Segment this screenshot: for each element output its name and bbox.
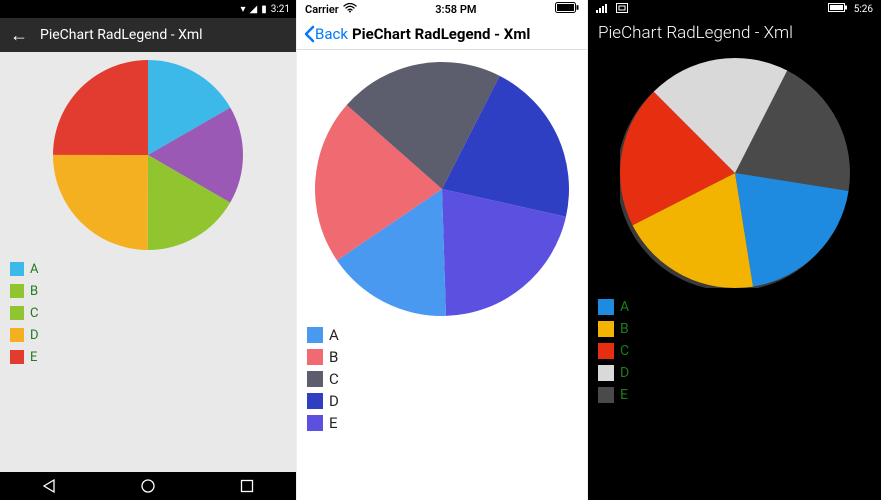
status-time: 3:58 PM bbox=[435, 3, 476, 16]
legend-item: E bbox=[598, 384, 875, 406]
nav-home-icon[interactable] bbox=[140, 478, 156, 494]
ios-pie-chart bbox=[303, 62, 581, 316]
ios-statusbar: Carrier 3:58 PM bbox=[297, 0, 587, 18]
legend-item: B bbox=[598, 318, 875, 340]
pie-svg bbox=[620, 58, 850, 288]
pie-slice bbox=[53, 155, 148, 250]
android-content: A B C D E bbox=[0, 52, 296, 472]
chevron-left-icon bbox=[303, 25, 315, 43]
legend-swatch bbox=[307, 371, 323, 387]
wp-statusbar: 5:26 bbox=[588, 0, 881, 18]
wp-panel: 5:26 PieChart RadLegend - Xml A B C bbox=[588, 0, 881, 500]
legend-label: D bbox=[620, 365, 629, 381]
legend-item: E bbox=[10, 346, 290, 368]
signal-icon bbox=[596, 3, 610, 16]
wp-titlebar: PieChart RadLegend - Xml bbox=[588, 18, 881, 48]
legend-label: A bbox=[30, 262, 38, 277]
legend-item: B bbox=[10, 280, 290, 302]
status-time: 5:26 bbox=[854, 4, 873, 15]
legend-item: C bbox=[598, 340, 875, 362]
ios-titlebar: Back PieChart RadLegend - Xml bbox=[297, 18, 587, 50]
page-title: PieChart RadLegend - Xml bbox=[598, 23, 793, 43]
signal-icon: ◢ bbox=[249, 4, 257, 15]
legend-label: D bbox=[30, 328, 39, 343]
wifi-icon: ▾ bbox=[240, 4, 245, 15]
legend-swatch bbox=[598, 299, 614, 315]
legend-label: B bbox=[620, 321, 629, 337]
nav-back-icon[interactable] bbox=[41, 478, 57, 494]
legend-item: A bbox=[10, 258, 290, 280]
legend-label: C bbox=[620, 343, 629, 359]
legend-swatch bbox=[598, 387, 614, 403]
back-label: Back bbox=[315, 25, 348, 43]
legend-label: E bbox=[620, 387, 628, 403]
page-title: PieChart RadLegend - Xml bbox=[40, 27, 203, 43]
legend-label: C bbox=[30, 306, 38, 321]
wp-content: A B C D E bbox=[588, 48, 881, 500]
android-pie-chart bbox=[6, 60, 290, 250]
ios-legend: A B C D E bbox=[303, 324, 581, 434]
pie-slice bbox=[735, 173, 849, 287]
legend-item: D bbox=[598, 362, 875, 384]
legend-label: A bbox=[620, 299, 629, 315]
legend-item: B bbox=[307, 346, 581, 368]
android-navbar bbox=[0, 472, 296, 500]
legend-item: C bbox=[10, 302, 290, 324]
wifi-icon bbox=[343, 3, 357, 16]
legend-swatch bbox=[598, 365, 614, 381]
legend-label: A bbox=[329, 326, 339, 344]
legend-swatch bbox=[10, 328, 24, 342]
nfc-icon bbox=[616, 3, 628, 16]
legend-swatch bbox=[10, 284, 24, 298]
wp-legend: A B C D E bbox=[594, 296, 875, 406]
legend-swatch bbox=[10, 350, 24, 364]
legend-swatch bbox=[10, 262, 24, 276]
legend-item: D bbox=[10, 324, 290, 346]
android-titlebar: ← PieChart RadLegend - Xml bbox=[0, 18, 296, 52]
legend-label: C bbox=[329, 370, 339, 388]
legend-item: E bbox=[307, 412, 581, 434]
wp-pie-chart bbox=[594, 58, 875, 288]
legend-swatch bbox=[307, 393, 323, 409]
back-arrow-icon[interactable]: ← bbox=[10, 25, 28, 46]
legend-label: B bbox=[30, 284, 38, 299]
android-statusbar: ▾ ◢ ▮ 3:21 bbox=[0, 0, 296, 18]
battery-icon bbox=[828, 3, 848, 15]
legend-label: E bbox=[30, 350, 37, 365]
legend-item: D bbox=[307, 390, 581, 412]
legend-swatch bbox=[307, 327, 323, 343]
pie-svg bbox=[315, 62, 569, 316]
legend-swatch bbox=[598, 343, 614, 359]
battery-icon bbox=[555, 2, 579, 16]
legend-label: D bbox=[329, 392, 339, 410]
legend-label: E bbox=[329, 414, 338, 432]
legend-item: A bbox=[598, 296, 875, 318]
android-legend: A B C D E bbox=[6, 258, 290, 368]
legend-swatch bbox=[307, 415, 323, 431]
legend-swatch bbox=[10, 306, 24, 320]
pie-svg bbox=[53, 60, 243, 250]
status-time: 3:21 bbox=[271, 4, 290, 15]
back-button[interactable]: Back bbox=[303, 25, 348, 43]
ios-content: A B C D E bbox=[297, 50, 587, 500]
ios-panel: Carrier 3:58 PM Back PieChart RadLegend … bbox=[296, 0, 588, 500]
carrier-label: Carrier bbox=[305, 3, 339, 16]
page-title: PieChart RadLegend - Xml bbox=[352, 25, 530, 43]
legend-label: B bbox=[329, 348, 338, 366]
legend-item: C bbox=[307, 368, 581, 390]
nav-recent-icon[interactable] bbox=[239, 478, 255, 494]
legend-swatch bbox=[598, 321, 614, 337]
pie-slice bbox=[53, 60, 148, 155]
legend-item: A bbox=[307, 324, 581, 346]
legend-swatch bbox=[307, 349, 323, 365]
battery-icon: ▮ bbox=[261, 4, 267, 15]
android-panel: ▾ ◢ ▮ 3:21 ← PieChart RadLegend - Xml A … bbox=[0, 0, 296, 500]
